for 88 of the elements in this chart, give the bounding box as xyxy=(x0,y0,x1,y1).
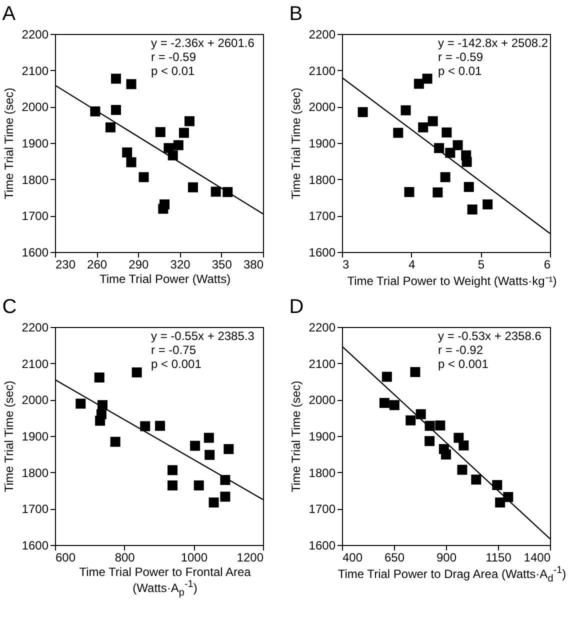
y-tick-label: 2100 xyxy=(308,64,336,78)
annotation: y = -2.36x + 2601.6 xyxy=(151,36,255,50)
y-tick-label: 1600 xyxy=(22,246,49,260)
x-tick-label: 1150 xyxy=(486,550,512,564)
x-tick-label: 1000 xyxy=(180,550,208,564)
y-tick-label: 1700 xyxy=(308,502,336,516)
y-tick-label: 2200 xyxy=(308,28,336,42)
annotation: y = -0.53x + 2358.6 xyxy=(438,329,542,343)
x-tick-label: 380 xyxy=(243,258,264,272)
point xyxy=(422,74,432,84)
point xyxy=(432,187,443,198)
y-tick-label: 1700 xyxy=(308,209,336,224)
point xyxy=(428,116,438,126)
x-axis-title: Time Trial Power (Watts) xyxy=(98,272,232,286)
x-tick-label: 400 xyxy=(342,550,363,564)
y-tick-label: 1600 xyxy=(308,246,336,260)
x-tick-label: 1400 xyxy=(524,550,551,564)
point xyxy=(464,182,474,192)
y-tick-label: 2200 xyxy=(22,320,49,334)
x-tick-label: 260 xyxy=(87,258,108,272)
x-tick-label: 900 xyxy=(436,550,457,564)
y-axis-title: Time Trial Time (sec) xyxy=(288,380,303,492)
y-tick-label: 1800 xyxy=(22,466,49,480)
annotation: p < 0.001 xyxy=(151,357,202,371)
point xyxy=(482,199,493,210)
y-tick-label: 2200 xyxy=(308,320,336,334)
y-tick-label: 2000 xyxy=(22,100,49,114)
y-axis-title: Time Trial Time (sec) xyxy=(2,380,16,492)
y-tick-label: 2100 xyxy=(22,356,49,371)
y-axis-title: Time Trial Time (sec) xyxy=(288,88,303,200)
y-tick-label: 1900 xyxy=(308,430,336,444)
annotation: p < 0.001 xyxy=(438,357,489,371)
point xyxy=(358,107,368,118)
x-tick-label: 3 xyxy=(342,258,350,272)
point xyxy=(393,128,404,138)
annotation: p < 0.01 xyxy=(151,64,196,78)
y-tick-label: 1600 xyxy=(308,538,336,552)
point xyxy=(400,105,411,116)
y-axis-title: Time Trial Time (sec) xyxy=(2,88,16,200)
chart-title: B xyxy=(289,3,303,25)
y-tick-label: 1800 xyxy=(308,172,336,187)
chart-title: C xyxy=(2,296,17,318)
x-axis-title: Time Trial Power to Drag Area (Watts·A$_{d}$$^{-1}$) xyxy=(336,565,567,584)
point xyxy=(404,187,414,198)
y-tick-label: 2000 xyxy=(22,393,49,408)
x-tick-label: 800 xyxy=(114,550,136,564)
x-tick-label: 350 xyxy=(212,258,232,272)
y-tick-label: 1700 xyxy=(22,502,49,516)
x-tick-label: 4 xyxy=(408,258,416,272)
y-tick-label: 2000 xyxy=(308,100,336,114)
point xyxy=(414,78,424,89)
x-tick-label: 600 xyxy=(56,550,76,564)
point xyxy=(462,156,472,167)
y-tick-label: 1600 xyxy=(22,538,49,552)
y-tick-label: 1900 xyxy=(22,136,49,150)
point xyxy=(442,127,452,138)
x-axis-title: Time Trial Power to Weight (Watts·kg⁻¹) xyxy=(346,273,558,289)
annotation: y = -142.8x + 2508.2 xyxy=(438,36,548,50)
y-tick-label: 1800 xyxy=(22,172,49,187)
x-tick-label: 5 xyxy=(478,258,485,272)
x-tick-label: 230 xyxy=(56,258,76,272)
point xyxy=(467,204,478,214)
annotation: r = -0.59 xyxy=(438,50,484,64)
annotation: y = -0.55x + 2385.3 xyxy=(151,329,255,343)
y-tick-label: 2000 xyxy=(308,393,336,408)
chart-title: A xyxy=(2,3,16,25)
y-tick-label: 2100 xyxy=(22,64,49,78)
y-tick-label: 2200 xyxy=(22,28,49,42)
y-tick-label: 1800 xyxy=(308,466,336,480)
x-tick-label: 320 xyxy=(170,258,191,272)
point xyxy=(452,140,463,150)
y-tick-label: 1900 xyxy=(308,136,336,150)
x-tick-label: 290 xyxy=(128,258,150,272)
point xyxy=(418,122,428,132)
y-tick-label: 1900 xyxy=(22,430,49,444)
annotation: r = -0.92 xyxy=(438,343,484,357)
x-tick-label: 1200 xyxy=(236,550,264,564)
point xyxy=(445,148,456,158)
x-axis-title: Time Trial Power to Frontal Area (Watts·A$_{p}$$^{-1}$) xyxy=(78,565,252,598)
y-tick-label: 2100 xyxy=(308,356,336,371)
x-tick-label: 6 xyxy=(544,258,551,272)
annotation: r = -0.75 xyxy=(151,343,196,357)
x-tick-label: 650 xyxy=(384,550,405,564)
chart-title: D xyxy=(289,296,304,318)
point xyxy=(440,172,450,182)
annotation: r = -0.59 xyxy=(151,50,196,64)
y-tick-label: 1700 xyxy=(22,209,49,224)
annotation: p < 0.01 xyxy=(438,64,482,78)
